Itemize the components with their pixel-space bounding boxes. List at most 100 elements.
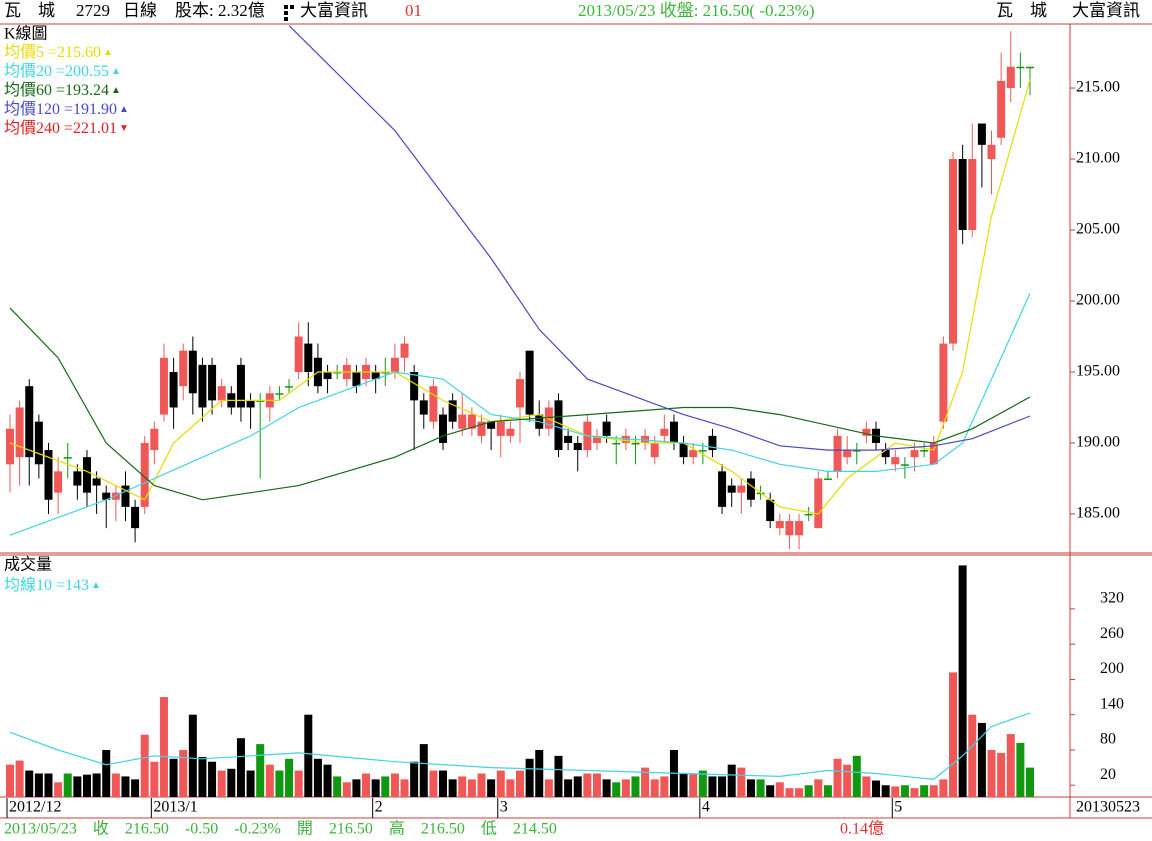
- volume-bar: [718, 776, 727, 797]
- volume-bar: [737, 767, 746, 797]
- volume-bar: [323, 764, 332, 797]
- legend-value-label: =191.90: [64, 101, 117, 118]
- candle-body: [140, 442, 149, 507]
- volume-bar: [342, 782, 351, 797]
- volume-bar: [73, 776, 82, 797]
- volume-bar: [275, 770, 284, 797]
- volume-bar: [881, 785, 890, 797]
- footer-date: 20130523: [1076, 799, 1140, 816]
- candle-body: [689, 450, 698, 458]
- volume-bar: [246, 770, 255, 797]
- volume-bar: [44, 773, 53, 797]
- volume-bar: [390, 773, 399, 797]
- volume-bar: [852, 755, 861, 797]
- vendor-right: 大富資訊: [1072, 1, 1140, 20]
- volume-bar: [458, 776, 467, 797]
- candle-body: [814, 478, 823, 529]
- y-tick-label: 320: [1100, 590, 1124, 607]
- x-tick-label: 2012/12: [9, 799, 61, 816]
- volume-bar: [236, 738, 245, 797]
- x-tick-label: 3: [500, 799, 508, 816]
- volume-bar: [939, 779, 948, 797]
- legend-name: 均線10: [4, 576, 52, 594]
- volume-bar: [872, 780, 881, 797]
- volume-bar: [554, 755, 563, 797]
- x-tick-label: 5: [894, 799, 902, 816]
- candle-body: [698, 450, 707, 452]
- candle-body: [82, 457, 91, 493]
- y-tick-label: 210.00: [1076, 150, 1120, 167]
- legend-entry: 均價20 =200.55 ▲: [4, 62, 121, 80]
- volume-bar: [564, 779, 573, 797]
- candle-body: [381, 371, 390, 374]
- candle-body: [785, 521, 794, 536]
- y-tick-label: 80: [1100, 731, 1116, 748]
- ma-line: [9, 712, 1031, 781]
- candle-body: [804, 513, 813, 516]
- volume-bar: [920, 785, 929, 797]
- ma-line: [9, 292, 1031, 536]
- candle-body: [25, 386, 34, 458]
- volume-bar: [217, 770, 226, 797]
- y-tick-label: 190.00: [1076, 434, 1120, 451]
- y-tick-label: 205.00: [1076, 221, 1120, 238]
- candle-body: [641, 435, 650, 443]
- volume-bar: [631, 776, 640, 797]
- candle-body: [159, 357, 168, 415]
- legend-name: 均價5: [4, 43, 44, 61]
- volume-bar: [150, 761, 159, 797]
- volume-bar: [650, 779, 659, 797]
- legend-entry: 均價5 =215.60 ▲: [4, 43, 113, 61]
- candle-body: [419, 400, 428, 415]
- stock-code: 2729: [76, 1, 110, 20]
- y-tick-label: 200.00: [1076, 292, 1120, 309]
- volume-bar: [419, 744, 428, 797]
- y-tick-label: 195.00: [1076, 363, 1120, 380]
- legend-name: 均價240: [4, 119, 60, 137]
- candle-body: [987, 144, 996, 160]
- candle-body: [669, 421, 678, 443]
- candle-body: [429, 386, 438, 422]
- candle-body: [294, 336, 303, 372]
- candle-body: [602, 421, 611, 436]
- volume-bar: [439, 770, 448, 797]
- candle-body: [390, 357, 399, 372]
- legend-value-label: =193.24: [56, 82, 109, 99]
- volume-bar: [833, 758, 842, 797]
- volume-bar: [102, 749, 111, 797]
- y-tick-label: 20: [1100, 766, 1116, 783]
- volume-bar: [987, 749, 996, 797]
- volume-bar: [766, 785, 775, 797]
- volume-bar: [775, 782, 784, 797]
- volume-bar: [159, 697, 168, 797]
- volume-bar: [612, 782, 621, 797]
- icon: [290, 5, 294, 9]
- volume-bar: [689, 773, 698, 797]
- plot: [6, 25, 1034, 550]
- icon: [284, 11, 288, 15]
- volume-bar: [535, 749, 544, 797]
- candle-body: [198, 364, 207, 408]
- candle-body: [477, 421, 486, 436]
- footer-amount: 0.14億: [840, 820, 884, 838]
- legend-value-label: =215.60: [48, 44, 101, 61]
- y-tick-label: 200: [1100, 660, 1124, 677]
- candle-body: [169, 371, 178, 408]
- volume-bar: [304, 714, 313, 797]
- legend-value-label: =200.55: [56, 63, 109, 80]
- volume-bar: [1006, 734, 1015, 797]
- volume-bar: [795, 788, 804, 797]
- candle-body: [448, 400, 457, 422]
- candle-body: [900, 464, 909, 466]
- volume-bar: [285, 758, 294, 797]
- candle-body: [131, 506, 140, 529]
- volume-bar: [641, 767, 650, 797]
- candle-body: [920, 450, 929, 452]
- candle-body: [573, 442, 582, 451]
- candle-body: [496, 421, 505, 436]
- volume-bar: [477, 773, 486, 797]
- volume-bar: [900, 785, 909, 797]
- volume-bar: [679, 773, 688, 797]
- candle-body: [554, 400, 563, 451]
